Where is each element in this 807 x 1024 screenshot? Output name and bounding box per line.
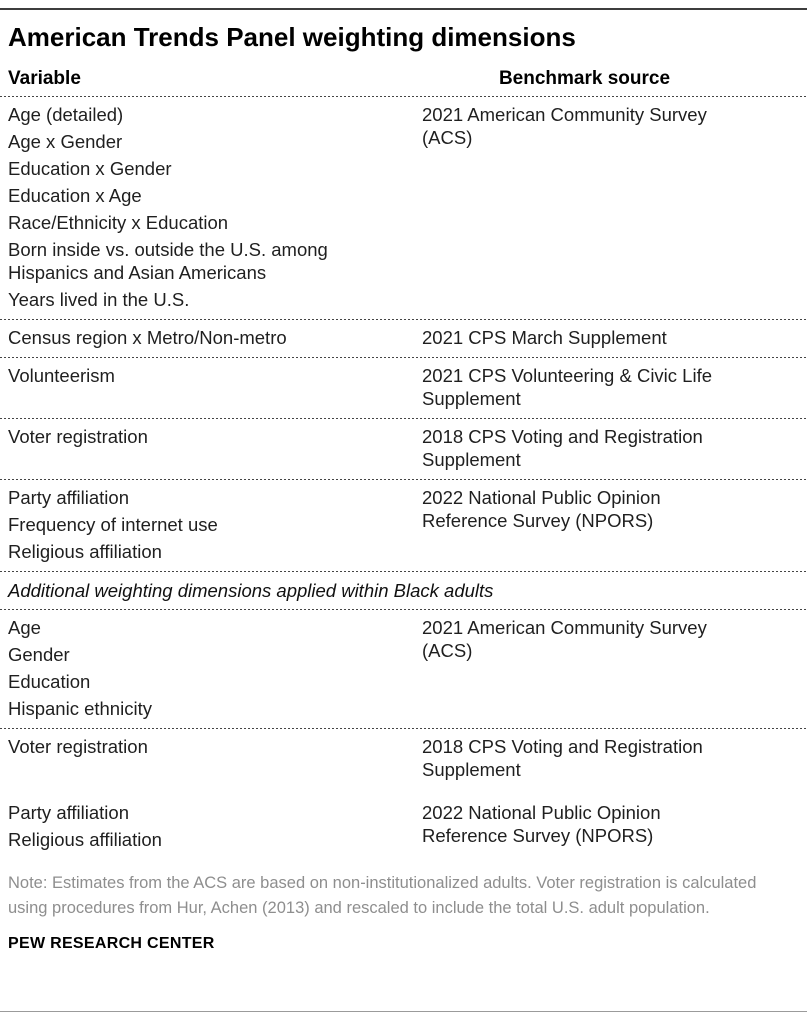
variable-item: Education x Gender (8, 158, 172, 179)
variable-item: Religious affiliation (8, 541, 162, 562)
variable-item: Race/Ethnicity x Education (8, 212, 229, 233)
table-row: Party affiliation Religious affiliation … (0, 789, 807, 859)
variable-item: Voter registration (8, 736, 148, 757)
benchmark-cell: 2018 CPS Voting and Registration Supplem… (422, 426, 703, 470)
table-row: Age (detailed) Age x Gender Education x … (0, 97, 807, 319)
variable-item: Census region x Metro/Non-metro (8, 327, 287, 348)
variable-item: Years lived in the U.S. (8, 289, 190, 310)
pew-research-center-footer: PEW RESEARCH CENTER (8, 935, 215, 952)
variable-item: Volunteerism (8, 365, 115, 386)
variable-cell: Census region x Metro/Non-metro (8, 326, 408, 349)
variable-item: Religious affiliation (8, 829, 162, 850)
benchmark-cell: 2018 CPS Voting and Registration Supplem… (422, 736, 703, 780)
benchmark-cell: 2021 CPS Volunteering & Civic Life Suppl… (422, 365, 713, 409)
variable-item: Education (8, 671, 91, 692)
column-header-benchmark: Benchmark source (498, 68, 671, 89)
variable-item: Age (detailed) (8, 104, 124, 125)
row-divider (0, 609, 807, 610)
variable-cell: Voter registration (8, 425, 408, 471)
row-divider (0, 728, 807, 729)
variable-cell: Age (detailed) Age x Gender Education x … (8, 103, 408, 311)
variable-item: Party affiliation (8, 802, 129, 823)
page-title: American Trends Panel weighting dimensio… (8, 22, 576, 52)
note-text: Note: Estimates from the ACS are based o… (8, 874, 757, 917)
row-divider (0, 418, 807, 419)
row-divider (0, 571, 807, 572)
top-rule (0, 8, 807, 10)
variable-item: Education x Age (8, 185, 142, 206)
variable-item: Voter registration (8, 426, 148, 447)
variable-item: Party affiliation (8, 487, 129, 508)
table-row: Voter registration 2018 CPS Voting and R… (0, 419, 807, 479)
row-divider (0, 479, 807, 480)
variable-item: Age (8, 617, 41, 638)
variable-item: Hispanic ethnicity (8, 698, 152, 719)
table-row: Party affiliation Frequency of internet … (0, 480, 807, 571)
variable-cell: Party affiliation Frequency of internet … (8, 486, 408, 563)
row-divider (0, 357, 807, 358)
variable-item: Born inside vs. outside the U.S. among H… (8, 239, 328, 283)
table-row: Census region x Metro/Non-metro 2021 CPS… (0, 320, 807, 357)
table-header-row: Variable Benchmark source (0, 68, 807, 96)
table-row: Age Gender Education Hispanic ethnicity … (0, 610, 807, 728)
variable-cell: Party affiliation Religious affiliation (8, 801, 408, 851)
benchmark-cell: 2022 National Public Opinion Reference S… (422, 802, 661, 846)
variable-cell: Age Gender Education Hispanic ethnicity (8, 616, 408, 720)
variable-item: Frequency of internet use (8, 514, 218, 535)
benchmark-cell: 2021 American Community Survey (ACS) (422, 104, 707, 148)
bottom-rule (0, 1011, 807, 1012)
section-header-row: Additional weighting dimensions applied … (0, 572, 807, 609)
variable-cell: Voter registration (8, 735, 408, 781)
row-divider (0, 96, 807, 97)
variable-cell: Volunteerism (8, 364, 408, 410)
variable-item: Gender (8, 644, 70, 665)
section-label: Additional weighting dimensions applied … (8, 580, 494, 601)
variable-item: Age x Gender (8, 131, 123, 152)
benchmark-cell: 2021 CPS March Supplement (422, 327, 667, 348)
column-header-variable: Variable (8, 68, 81, 89)
benchmark-cell: 2021 American Community Survey (ACS) (422, 617, 707, 661)
table-row: Voter registration 2018 CPS Voting and R… (0, 729, 807, 789)
benchmark-cell: 2022 National Public Opinion Reference S… (422, 487, 661, 531)
row-divider (0, 319, 807, 320)
table-row: Volunteerism 2021 CPS Volunteering & Civ… (0, 358, 807, 418)
